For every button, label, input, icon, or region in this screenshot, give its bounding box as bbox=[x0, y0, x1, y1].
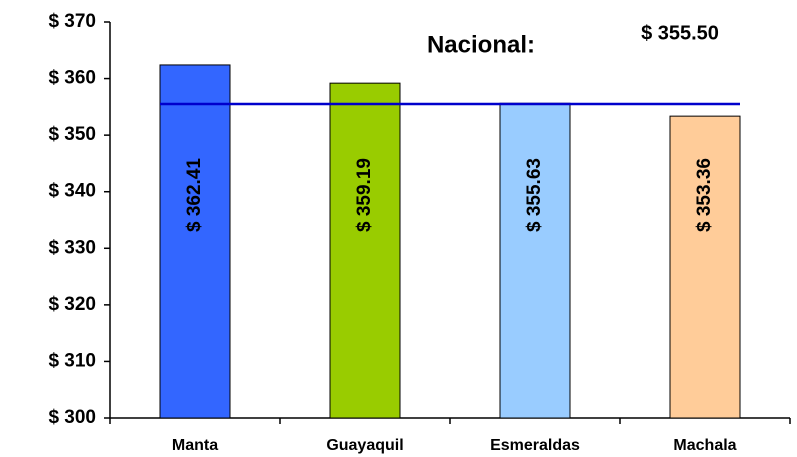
y-tick-label: $ 320 bbox=[48, 294, 96, 315]
value-label: $ 362.41 bbox=[184, 158, 205, 232]
x-tick-label: Esmeraldas bbox=[490, 437, 580, 454]
y-tick-label: $ 370 bbox=[48, 11, 96, 32]
x-tick-label: Machala bbox=[673, 437, 736, 454]
y-tick-label: $ 360 bbox=[48, 68, 96, 89]
y-tick-label: $ 310 bbox=[48, 350, 96, 371]
value-label: $ 353.36 bbox=[694, 158, 715, 232]
y-tick-label: $ 350 bbox=[48, 124, 96, 145]
value-label: $ 355.63 bbox=[524, 158, 545, 232]
x-tick-label: Manta bbox=[172, 437, 218, 454]
bar bbox=[329, 82, 401, 419]
y-tick-label: $ 330 bbox=[48, 237, 96, 258]
value-label: $ 359.19 bbox=[354, 158, 375, 232]
reference-value-label: $ 355.50 bbox=[641, 22, 719, 44]
bar bbox=[499, 102, 571, 419]
y-tick-label: $ 300 bbox=[48, 407, 96, 428]
x-tick-label: Guayaquil bbox=[326, 437, 403, 454]
bar bbox=[159, 64, 231, 419]
reference-label: Nacional: bbox=[427, 31, 535, 58]
y-tick-label: $ 340 bbox=[48, 181, 96, 202]
bar bbox=[669, 115, 741, 419]
